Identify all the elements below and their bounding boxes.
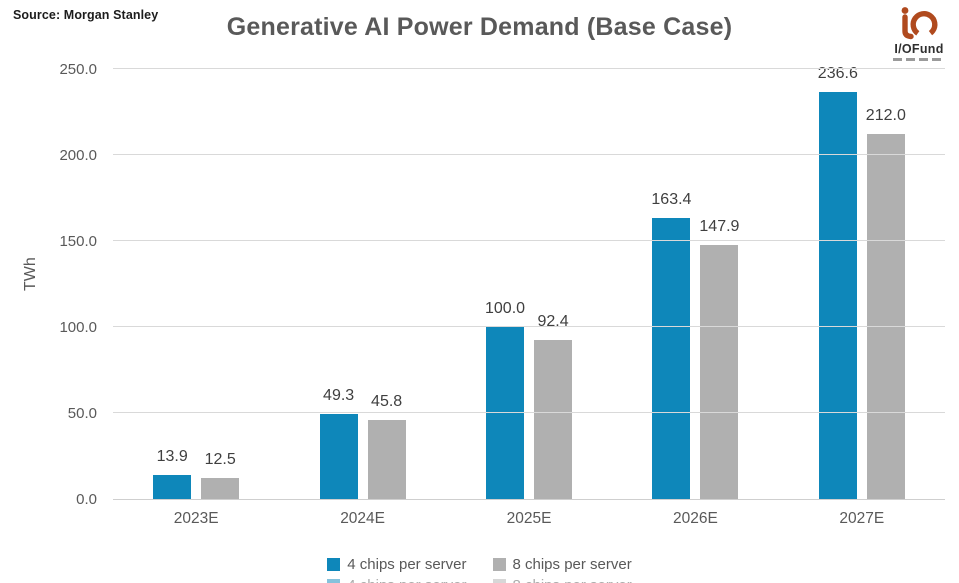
- iofund-logo: I/OFund: [887, 5, 951, 61]
- bar-value-label: 163.4: [651, 190, 692, 208]
- y-tick-label: 250.0: [59, 61, 97, 78]
- bar-value-label: 212.0: [865, 107, 906, 125]
- bar: 13.9: [153, 448, 192, 499]
- y-tick-label: 50.0: [67, 405, 97, 422]
- y-tick-label: 150.0: [59, 233, 97, 250]
- gridline: [113, 68, 945, 69]
- bar: 212.0: [866, 107, 906, 499]
- iofund-logo-tagline: [893, 58, 945, 61]
- x-tick-label: 2024E: [340, 510, 386, 527]
- bars-row: 13.9 12.5 49.3 45.8 100.0 92.4 163.4 147.9 236.6…: [113, 65, 945, 499]
- bar: 45.8: [367, 393, 406, 499]
- bar-value-label: 236.6: [817, 65, 858, 83]
- x-tick-label: 2023E: [173, 510, 219, 527]
- bar-value-label: 92.4: [537, 313, 569, 331]
- bar-value-label: 12.5: [204, 450, 236, 468]
- bar-group: 13.9 12.5: [113, 70, 279, 499]
- legend-swatch-8-chips: [492, 558, 506, 571]
- legend-ghost-label-4-chips: 4 chips per server: [347, 577, 466, 583]
- y-axis-title: TWh: [22, 257, 39, 291]
- x-tick-label: 2027E: [839, 510, 885, 527]
- x-tick-label: 2026E: [673, 510, 718, 527]
- legend-ghost-item-8-chips: 8 chips per server: [492, 577, 632, 583]
- legend-ghost-item-4-chips: 4 chips per server: [327, 577, 467, 583]
- bar-value-label: 147.9: [699, 217, 740, 235]
- bar-value-label: 100.0: [484, 300, 526, 317]
- legend-item-8-chips: 8 chips per server: [492, 556, 632, 573]
- bar-group: 236.6 212.0: [779, 65, 945, 499]
- bar: 92.4: [534, 313, 573, 499]
- y-tick-label: 200.0: [59, 147, 97, 164]
- legend-ghost-label-8-chips: 8 chips per server: [513, 577, 632, 583]
- iofund-logo-text: I/OFund: [894, 42, 944, 56]
- iofund-logo-icon: [901, 7, 938, 40]
- y-tick-label: 100.0: [59, 319, 97, 336]
- bar-value-label: 45.8: [371, 393, 403, 411]
- x-axis-tick-row: 2023E 2024E 2025E 2026E 2027E: [113, 510, 945, 528]
- bar-group: 163.4 147.9: [612, 70, 778, 499]
- bar: 163.4: [651, 191, 691, 499]
- gridline: [113, 326, 945, 327]
- legend-item-4-chips: 4 chips per server: [327, 556, 467, 573]
- bar: 147.9: [699, 218, 739, 499]
- source-note: Source: Morgan Stanley: [13, 8, 159, 22]
- bar-group: 100.0 92.4: [446, 70, 612, 499]
- bar: 236.6: [818, 65, 858, 499]
- legend-swatch-4-chips: [327, 558, 341, 571]
- bar: 12.5: [201, 451, 240, 499]
- bar: 49.3: [319, 387, 358, 499]
- plot-area: 13.9 12.5 49.3 45.8 100.0 92.4 163.4 147.9 236.6…: [113, 65, 945, 500]
- bar-group: 49.3 45.8: [279, 70, 445, 499]
- legend-ghost: 4 chips per server 8 chips per server: [0, 577, 959, 583]
- legend: 4 chips per server 8 chips per server: [0, 556, 959, 573]
- gridline: [113, 412, 945, 413]
- bar: 100.0: [485, 300, 525, 499]
- y-tick-label: 0.0: [76, 491, 97, 508]
- legend-label-4-chips: 4 chips per server: [347, 556, 467, 573]
- bar-value-label: 49.3: [323, 387, 355, 405]
- x-tick-label: 2025E: [506, 510, 552, 527]
- legend-ghost-swatch-8-chips: [492, 579, 506, 583]
- bar-value-label: 13.9: [156, 448, 188, 466]
- chart-title: Generative AI Power Demand (Base Case): [226, 13, 733, 41]
- gridline: [113, 240, 945, 241]
- legend-ghost-swatch-4-chips: [327, 579, 341, 583]
- gridline: [113, 154, 945, 155]
- legend-label-8-chips: 8 chips per server: [512, 556, 632, 573]
